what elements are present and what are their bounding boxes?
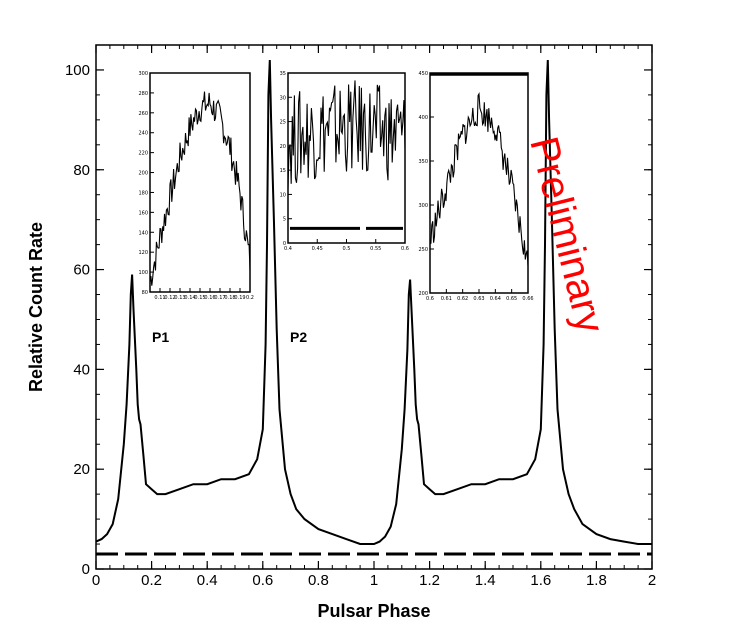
inset-x-tick-label: 0.63	[473, 296, 484, 302]
inset-y-tick-label: 25	[280, 120, 286, 126]
inset-y-tick-label: 240	[138, 131, 148, 137]
p2-label: P2	[290, 329, 307, 345]
inset-x-tick-label: 0.62	[457, 296, 468, 302]
inset-x-tick-label: 0.17	[214, 295, 225, 301]
inset-y-tick-label: 100	[138, 270, 148, 276]
y-tick-label: 0	[82, 561, 90, 578]
x-tick-label: 2	[648, 572, 656, 589]
x-tick-label: 0.4	[197, 572, 218, 589]
inset-y-tick-label: 300	[418, 203, 428, 209]
inset-y-tick-label: 250	[418, 247, 428, 253]
inset-x-tick-label: 0.18	[224, 295, 235, 301]
inset-x-tick-label: 0.64	[490, 296, 501, 302]
x-tick-label: 1.2	[419, 572, 440, 589]
y-axis-label: Relative Count Rate	[26, 222, 46, 392]
inset-x-tick-label: 0.15	[194, 295, 205, 301]
inset-y-tick-label: 300	[138, 71, 148, 77]
inset-x-tick-label: 0.6	[401, 246, 409, 252]
inset-y-tick-label: 450	[418, 71, 428, 77]
x-tick-label: 1	[370, 572, 378, 589]
inset-x-tick-label: 0.6	[426, 296, 434, 302]
inset-x-tick-label: 0.13	[174, 295, 185, 301]
inset-x-tick-label: 0.16	[204, 295, 215, 301]
inset-y-tick-label: 10	[280, 192, 286, 198]
inset-y-tick-label: 180	[138, 190, 148, 196]
x-tick-label: 0.6	[252, 572, 273, 589]
inset-y-tick-label: 350	[418, 159, 428, 165]
inset-frame	[287, 72, 406, 244]
x-tick-label: 1.6	[530, 572, 551, 589]
inset-group: 0.110.120.130.140.150.160.170.180.19 0.2 8…	[138, 71, 533, 302]
inset-y-tick-label: 20	[280, 144, 286, 150]
inset-x-tick-label: 0.12	[164, 295, 175, 301]
inset-y-tick-label: 35	[280, 71, 286, 77]
inset-y-tick-label: 140	[138, 230, 148, 236]
inset-x-tick-label: 0.45	[312, 246, 323, 252]
inset-x-tick-label: 0.11	[154, 295, 165, 301]
y-tick-label: 20	[73, 461, 90, 478]
x-tick-label: 1.8	[586, 572, 607, 589]
inset-x-tick-label: 0.4	[284, 246, 292, 252]
y-tick-label: 40	[73, 361, 90, 378]
inset-x-tick-label: 0.61	[441, 296, 452, 302]
inset-frame	[149, 72, 251, 293]
inset-y-tick-label: 30	[280, 95, 286, 101]
inset-2: 0.4 0.45 0.5 0.55 0.6 0 5 10 15 20 25 30 35	[280, 71, 409, 252]
inset-x-tick-label: 0.5	[343, 246, 351, 252]
inset-y-tick-label: 260	[138, 111, 148, 117]
inset-x-tick-label: 0.14	[184, 295, 195, 301]
x-tick-label: 0	[92, 572, 100, 589]
inset-x-tick-label: 0.2	[246, 295, 254, 301]
x-axis-label: Pulsar Phase	[317, 601, 430, 621]
y-tick-label: 80	[73, 162, 90, 179]
x-tick-label: 0.8	[308, 572, 329, 589]
y-tick-label: 60	[73, 262, 90, 279]
inset-y-tick-label: 160	[138, 210, 148, 216]
inset-y-tick-label: 120	[138, 250, 148, 256]
inset-y-tick-label: 220	[138, 151, 148, 157]
inset-x-tick-label: 0.55	[370, 246, 381, 252]
inset-y-tick-label: 15	[280, 168, 286, 174]
p1-label: P1	[152, 329, 169, 345]
inset-data-line	[149, 91, 251, 286]
inset-x-tick-label: 0.66	[522, 296, 533, 302]
preliminary-watermark: Preliminary	[521, 133, 612, 338]
x-tick-label: 1.4	[475, 572, 496, 589]
series-group	[95, 59, 652, 556]
y-tick-label: 100	[65, 62, 90, 79]
inset-y-tick-label: 0	[283, 241, 286, 247]
inset-y-tick-label: 280	[138, 91, 148, 97]
inset-y-tick-label: 200	[138, 171, 148, 177]
inset-y-tick-label: 80	[142, 290, 148, 296]
inset-1: 0.110.120.130.140.150.160.170.180.19 0.2 8…	[138, 71, 254, 301]
inset-x-tick-label: 0.65	[506, 296, 517, 302]
inset-y-tick-label: 200	[418, 291, 428, 297]
inset-x-tick-label: 0.19	[234, 295, 245, 301]
x-tick-label: 0.2	[141, 572, 162, 589]
inset-y-tick-label: 5	[283, 217, 286, 223]
inset-data-line	[429, 92, 529, 266]
pulse-profile-line	[95, 59, 652, 545]
inset-3: 0.6 0.61 0.62 0.63 0.64 0.65 0.66 200 250 300 350 4…	[418, 71, 533, 302]
inset-data-line	[287, 80, 406, 188]
inset-y-tick-label: 400	[418, 115, 428, 121]
